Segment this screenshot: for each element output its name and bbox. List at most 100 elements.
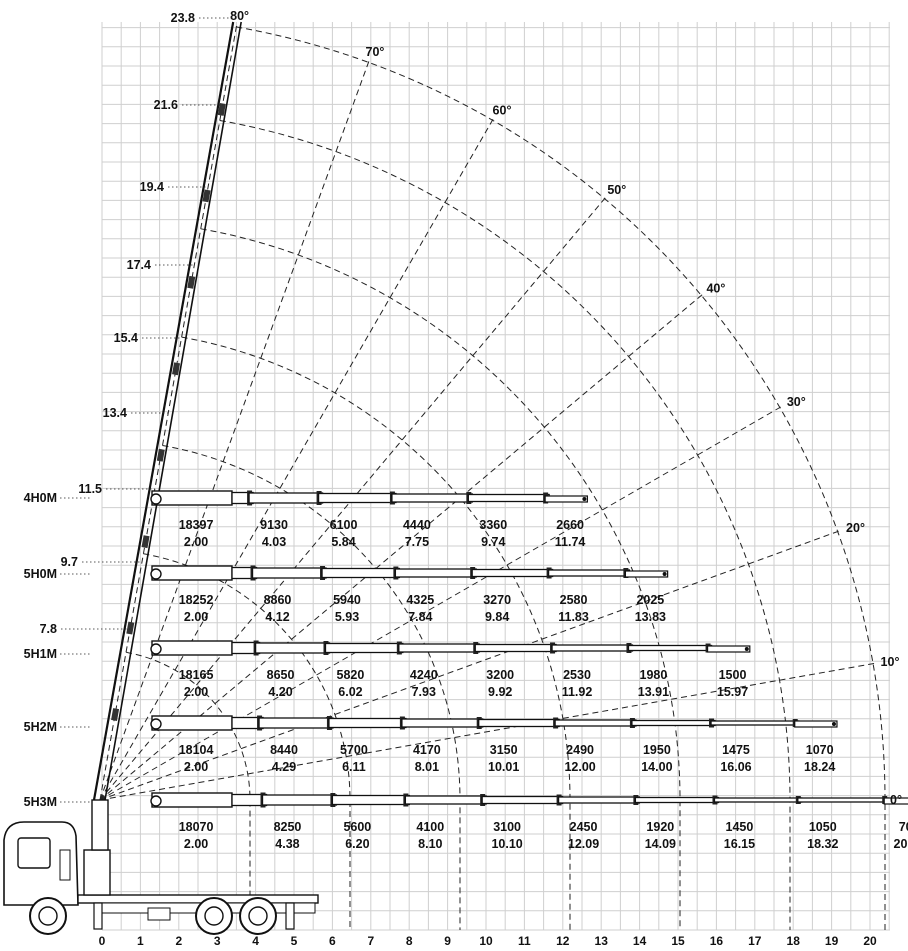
x-tick-label: 3 bbox=[214, 934, 221, 948]
load-radius: 10.01 bbox=[488, 760, 519, 774]
load-kg: 18165 bbox=[179, 668, 214, 682]
boom-tip-hook bbox=[831, 722, 836, 726]
height-label: 23.8 bbox=[171, 11, 195, 25]
boom-tele-section bbox=[391, 493, 473, 503]
crane-slewing-column bbox=[91, 799, 109, 851]
load-radius: 20.57 bbox=[894, 837, 908, 851]
load-kg: 1050 bbox=[809, 820, 837, 834]
load-radius: 18.24 bbox=[804, 760, 835, 774]
boom-base-section bbox=[151, 565, 233, 581]
load-kg: 5940 bbox=[333, 593, 361, 607]
load-kg: 2450 bbox=[570, 820, 598, 834]
boom-tele-section bbox=[627, 644, 713, 652]
load-kg: 1070 bbox=[806, 743, 834, 757]
height-label: 19.4 bbox=[140, 180, 164, 194]
boom-tele-section bbox=[261, 794, 338, 806]
angle-rays bbox=[99, 21, 879, 801]
load-kg: 9130 bbox=[260, 518, 288, 532]
x-tick-label: 16 bbox=[710, 934, 724, 948]
boom-tele-section bbox=[394, 568, 477, 578]
load-kg: 1500 bbox=[719, 668, 747, 682]
load-kg: 6100 bbox=[330, 518, 358, 532]
boom-tele-section bbox=[251, 567, 327, 579]
angle-ray bbox=[99, 57, 371, 801]
load-kg: 2490 bbox=[566, 743, 594, 757]
load-radius: 11.92 bbox=[562, 685, 593, 699]
angle-label: 20° bbox=[846, 521, 865, 535]
x-tick-label: 13 bbox=[595, 934, 609, 948]
load-radius: 4.29 bbox=[272, 760, 296, 774]
mast-section-joint bbox=[187, 275, 196, 289]
mast-section-joint bbox=[202, 189, 211, 203]
reach-arc bbox=[181, 336, 571, 930]
boom-pivot bbox=[150, 568, 162, 580]
load-radius: 8.10 bbox=[418, 837, 442, 851]
crane-column bbox=[83, 849, 111, 896]
boom-tele-section bbox=[248, 492, 324, 504]
boom-5h1m bbox=[150, 640, 751, 656]
angle-label: 50° bbox=[607, 183, 626, 197]
boom-tele-section bbox=[634, 796, 720, 804]
load-radius: 13.91 bbox=[638, 685, 669, 699]
truck-illustration bbox=[3, 799, 319, 935]
height-label: 17.4 bbox=[127, 258, 151, 272]
reach-arc bbox=[236, 26, 886, 930]
boom-tele-section bbox=[401, 718, 484, 728]
boom-tele-section bbox=[551, 644, 634, 652]
config-label-5h0m: 5H0M bbox=[24, 567, 57, 581]
wheel-hub bbox=[248, 906, 268, 926]
load-kg: 3150 bbox=[490, 743, 518, 757]
height-label: 13.4 bbox=[103, 406, 127, 420]
x-tick-label: 6 bbox=[329, 934, 336, 948]
boom-tele-section bbox=[254, 642, 331, 654]
height-label: 7.8 bbox=[40, 622, 57, 636]
boom-pivot bbox=[150, 718, 162, 730]
angle-ray bbox=[99, 662, 879, 801]
load-kg: 4325 bbox=[406, 593, 434, 607]
angle-label: 10° bbox=[881, 655, 900, 669]
load-radius: 4.03 bbox=[262, 535, 286, 549]
load-radius: 18.32 bbox=[807, 837, 838, 851]
load-kg: 5700 bbox=[340, 743, 368, 757]
angle-label: 70° bbox=[366, 45, 385, 59]
load-radius: 4.12 bbox=[265, 610, 289, 624]
load-kg: 18070 bbox=[179, 820, 214, 834]
mast-section-joint bbox=[141, 535, 150, 549]
angle-ray bbox=[99, 115, 496, 801]
boom-tele-section bbox=[713, 797, 803, 803]
load-radius: 9.92 bbox=[488, 685, 512, 699]
config-label-5h1m: 5H1M bbox=[24, 647, 57, 661]
load-radius: 2.00 bbox=[184, 685, 208, 699]
load-kg: 1950 bbox=[643, 743, 671, 757]
truck-chassis bbox=[77, 894, 319, 904]
boom-pivot bbox=[150, 493, 162, 505]
reach-arc bbox=[162, 444, 461, 930]
fuel-tank bbox=[147, 907, 171, 921]
load-radius: 5.93 bbox=[335, 610, 359, 624]
outrigger-front bbox=[93, 902, 103, 930]
boom-tele-section bbox=[710, 720, 800, 726]
boom-base-section bbox=[151, 715, 233, 731]
load-kg: 18397 bbox=[179, 518, 214, 532]
x-tick-label: 9 bbox=[444, 934, 451, 948]
x-tick-label: 19 bbox=[825, 934, 839, 948]
load-radius: 11.74 bbox=[555, 535, 586, 549]
load-radius: 13.83 bbox=[635, 610, 666, 624]
x-tick-label: 1 bbox=[137, 934, 144, 948]
boom-tele-section bbox=[797, 797, 889, 803]
wheel-hub bbox=[38, 906, 58, 926]
mast-section-joint bbox=[217, 103, 226, 116]
load-radius: 12.09 bbox=[568, 837, 599, 851]
height-label: 15.4 bbox=[114, 331, 138, 345]
boom-5h0m bbox=[150, 565, 669, 581]
load-kg: 4240 bbox=[410, 668, 438, 682]
outrigger-rear bbox=[285, 902, 295, 930]
load-radius: 11.83 bbox=[558, 610, 589, 624]
boom-tele-section bbox=[404, 795, 487, 805]
boom-tele-section bbox=[317, 492, 397, 504]
boom-tip-section bbox=[624, 570, 669, 578]
boom-tip-section bbox=[706, 645, 751, 653]
load-radius: 10.10 bbox=[491, 837, 522, 851]
boom-tele-section bbox=[547, 569, 631, 577]
load-kg: 8250 bbox=[274, 820, 302, 834]
